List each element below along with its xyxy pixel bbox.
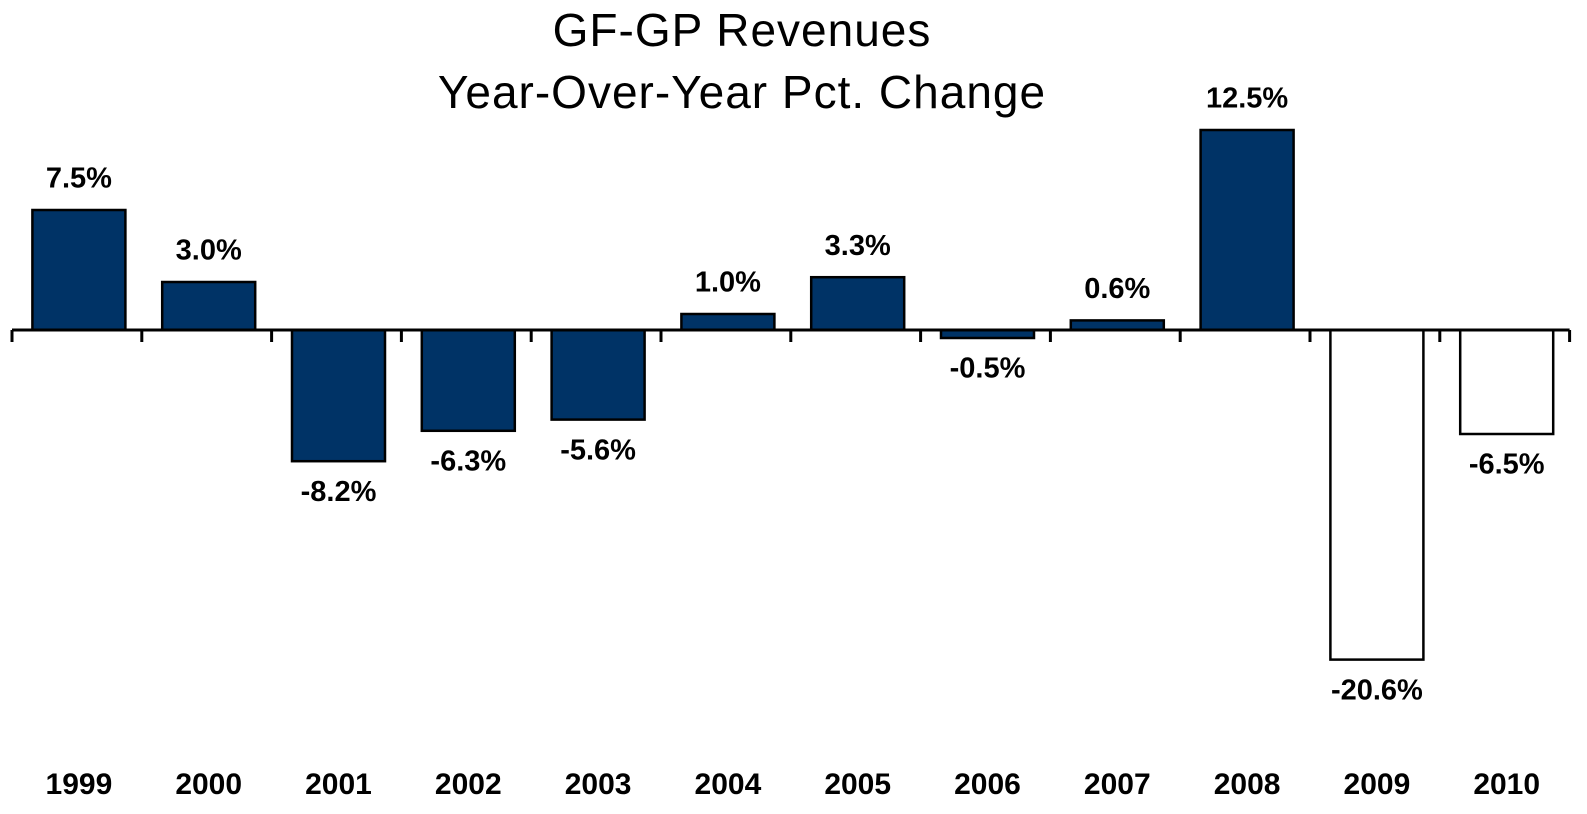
x-tick-label: 2007 (1084, 768, 1151, 801)
value-label: 7.5% (46, 163, 112, 195)
value-label: 1.0% (695, 267, 761, 299)
value-label: 12.5% (1206, 83, 1288, 115)
value-label: 3.0% (176, 235, 242, 267)
chart-title: GF-GP Revenues (553, 4, 932, 56)
x-tick-label: 2004 (695, 768, 762, 801)
value-label: -0.5% (950, 353, 1026, 385)
bar (680, 312, 776, 332)
value-label: -6.5% (1469, 449, 1545, 481)
value-label: 0.6% (1084, 273, 1150, 305)
x-tick-label: 2008 (1214, 768, 1281, 801)
value-label: 3.3% (825, 230, 891, 262)
bar (31, 208, 127, 332)
chart-subtitle: Year-Over-Year Pct. Change (438, 66, 1046, 118)
x-tick-label: 1999 (46, 768, 113, 801)
bar (1329, 328, 1425, 661)
bar (420, 328, 517, 433)
bar (1458, 328, 1555, 436)
bar (550, 328, 646, 421)
x-tick-label: 2006 (954, 768, 1021, 801)
x-tick-label: 2001 (305, 768, 372, 801)
value-label: -20.6% (1331, 674, 1423, 706)
x-tick-label: 2003 (565, 768, 632, 801)
x-tick-label: 2010 (1473, 768, 1540, 801)
bar (809, 275, 906, 332)
x-tick-label: 2009 (1344, 768, 1411, 801)
value-label: -6.3% (430, 445, 506, 477)
value-label: -8.2% (301, 476, 377, 508)
x-tick-label: 2005 (824, 768, 891, 801)
x-tick-label: 2000 (175, 768, 242, 801)
bar (1199, 128, 1295, 332)
value-label: -5.6% (560, 434, 636, 466)
bar (160, 280, 257, 332)
x-tick-label: 2002 (435, 768, 502, 801)
bar (290, 328, 387, 463)
